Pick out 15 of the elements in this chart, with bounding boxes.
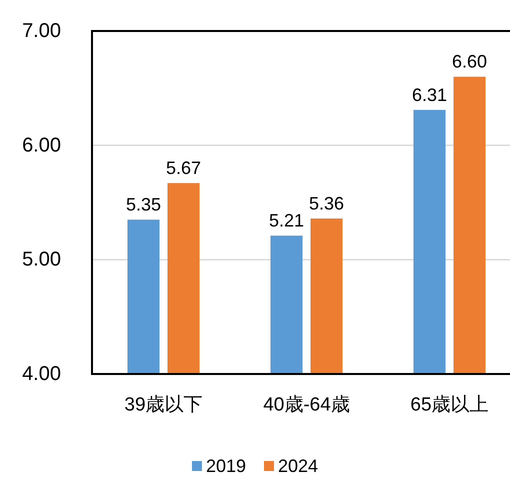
y-tick-label: 6.00	[22, 134, 61, 156]
legend-label: 2019	[206, 456, 246, 476]
x-tick-label: 39歳以下	[124, 394, 203, 416]
data-label: 5.36	[308, 194, 344, 214]
x-tick-label: 65歳以上	[410, 394, 489, 416]
data-label: 5.35	[126, 194, 162, 215]
x-tick-label: 40歳-64歳	[263, 394, 350, 416]
y-tick-label: 5.00	[22, 248, 61, 271]
data-label: 5.21	[268, 210, 304, 231]
data-label: 6.31	[412, 84, 448, 105]
y-tick-label: 4.00	[22, 363, 61, 385]
data-label: 5.67	[166, 158, 202, 178]
legend-label: 2024	[278, 456, 318, 476]
data-label: 6.60	[452, 52, 488, 72]
y-tick-label: 7.00	[22, 20, 61, 42]
